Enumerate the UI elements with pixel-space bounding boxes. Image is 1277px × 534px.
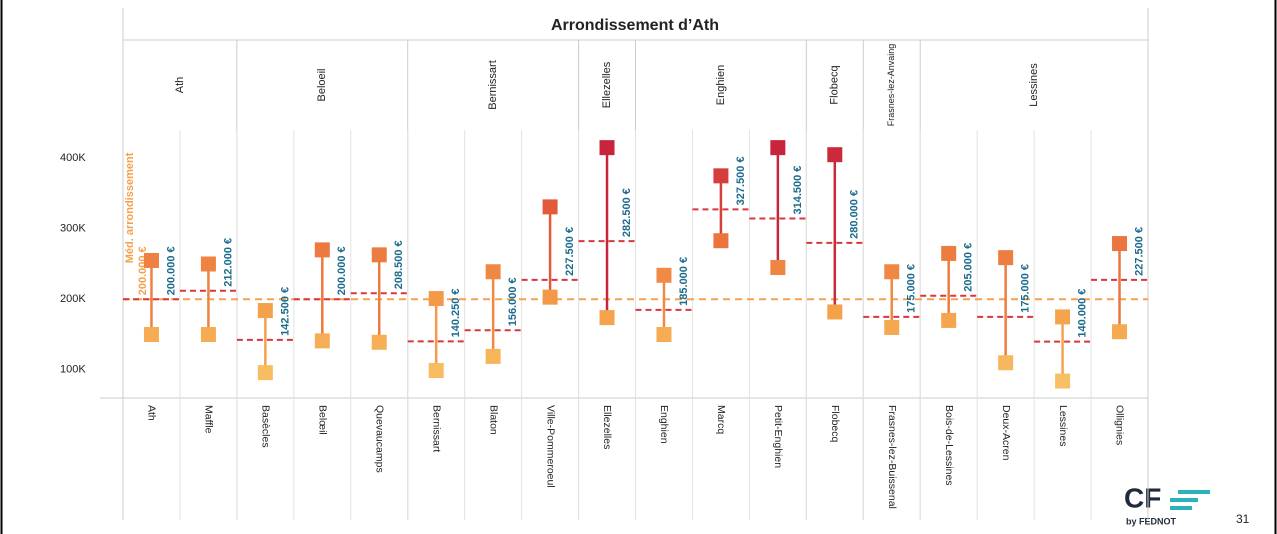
low-marker — [314, 333, 330, 349]
x-tick-label: Marcq — [715, 405, 727, 434]
logo: CF — [1124, 482, 1161, 513]
reference-label: Méd. arrondissement — [124, 152, 136, 263]
high-marker — [485, 264, 501, 280]
x-tick-label: Ville-Pommeroeul — [544, 405, 556, 488]
low-marker — [1055, 373, 1071, 389]
low-marker — [542, 289, 558, 305]
median-value-label: 327.500 € — [735, 156, 747, 205]
high-marker — [941, 245, 957, 261]
low-marker — [998, 355, 1014, 371]
low-marker — [770, 260, 786, 276]
y-tick-label: 200K — [60, 293, 86, 305]
x-tick-label: Ellezelles — [601, 405, 613, 449]
y-tick-label: 300K — [60, 223, 86, 235]
low-marker — [371, 334, 387, 350]
low-marker — [428, 362, 444, 378]
median-value-label: 205.000 € — [963, 243, 975, 292]
high-marker — [599, 140, 615, 156]
x-tick-label: Maffle — [203, 405, 215, 434]
group-label: Bernissart — [487, 60, 499, 110]
chart-title: Arrondissement d’Ath — [551, 17, 719, 34]
logo-bar — [1170, 506, 1192, 510]
logo-sub: by FEDNOT — [1126, 516, 1177, 526]
x-tick-label: Bois-de-Lessines — [943, 405, 955, 486]
x-tick-label: Lessines — [1057, 405, 1069, 446]
high-marker — [884, 264, 900, 280]
group-label: Flobecq — [829, 65, 841, 104]
high-marker — [257, 303, 273, 319]
high-marker — [713, 168, 729, 184]
median-value-label: 212.000 € — [222, 238, 234, 287]
x-tick-label: Enghien — [658, 405, 670, 444]
high-marker — [827, 147, 843, 163]
group-label: Lessines — [1028, 63, 1040, 107]
x-tick-label: Petit-Enghien — [772, 405, 784, 468]
x-tick-label: Belœil — [317, 405, 329, 435]
x-tick-label: Frasnes-lez-Buissenal — [886, 405, 898, 509]
page-number: 31 — [1236, 512, 1250, 526]
high-marker — [143, 252, 159, 268]
low-marker — [485, 348, 501, 364]
x-tick-label: Blaton — [487, 405, 499, 435]
median-value-label: 140.000 € — [1076, 289, 1088, 338]
x-tick-label: Quevaucamps — [373, 405, 385, 473]
x-tick-label: Bernissart — [430, 405, 442, 452]
median-value-label: 280.000 € — [849, 190, 861, 239]
median-value-label: 208.500 € — [393, 240, 405, 289]
group-label: Frasnes-lez-Anvaing — [886, 44, 896, 127]
x-tick-label: Ollignies — [1114, 405, 1126, 445]
y-tick-label: 400K — [60, 152, 86, 164]
high-marker — [770, 140, 786, 156]
median-value-label: 200.000 € — [165, 246, 177, 295]
high-marker — [428, 291, 444, 307]
high-marker — [656, 267, 672, 283]
median-value-label: 227.500 € — [1133, 227, 1145, 276]
group-label: Ellezelles — [601, 61, 613, 108]
group-label: Ath — [174, 77, 186, 94]
median-value-label: 175.000 € — [1020, 264, 1032, 313]
median-value-label: 227.500 € — [564, 227, 576, 276]
x-tick-label: Basècles — [260, 405, 272, 448]
median-value-label: 200.000 € — [336, 246, 348, 295]
low-marker — [941, 312, 957, 328]
low-marker — [827, 304, 843, 320]
low-marker — [656, 327, 672, 343]
high-marker — [314, 242, 330, 258]
logo-bar — [1178, 490, 1210, 494]
median-value-label: 156.000 € — [507, 277, 519, 326]
group-label: Beloeil — [316, 68, 328, 101]
logo-bar — [1170, 498, 1198, 502]
high-marker — [542, 199, 558, 215]
median-value-label: 140.250 € — [450, 288, 462, 337]
high-marker — [371, 247, 387, 263]
x-tick-label: Ath — [146, 405, 158, 421]
low-marker — [200, 327, 216, 343]
x-tick-label: Deux-Acren — [1000, 405, 1012, 461]
low-marker — [143, 327, 159, 343]
low-marker — [1112, 324, 1128, 340]
median-value-label: 142.500 € — [279, 287, 291, 336]
high-marker — [200, 256, 216, 272]
high-marker — [1112, 236, 1128, 252]
median-value-label: 314.500 € — [792, 166, 804, 215]
median-value-label: 185.000 € — [678, 257, 690, 306]
y-tick-label: 100K — [60, 364, 86, 376]
low-marker — [257, 365, 273, 381]
high-marker — [998, 250, 1014, 266]
high-marker — [1055, 309, 1071, 325]
low-marker — [713, 233, 729, 249]
median-value-label: 175.000 € — [906, 264, 918, 313]
group-label: Enghien — [715, 65, 727, 105]
x-tick-label: Flobecq — [829, 405, 841, 443]
low-marker — [884, 319, 900, 335]
median-value-label: 282.500 € — [621, 188, 633, 237]
low-marker — [599, 310, 615, 326]
